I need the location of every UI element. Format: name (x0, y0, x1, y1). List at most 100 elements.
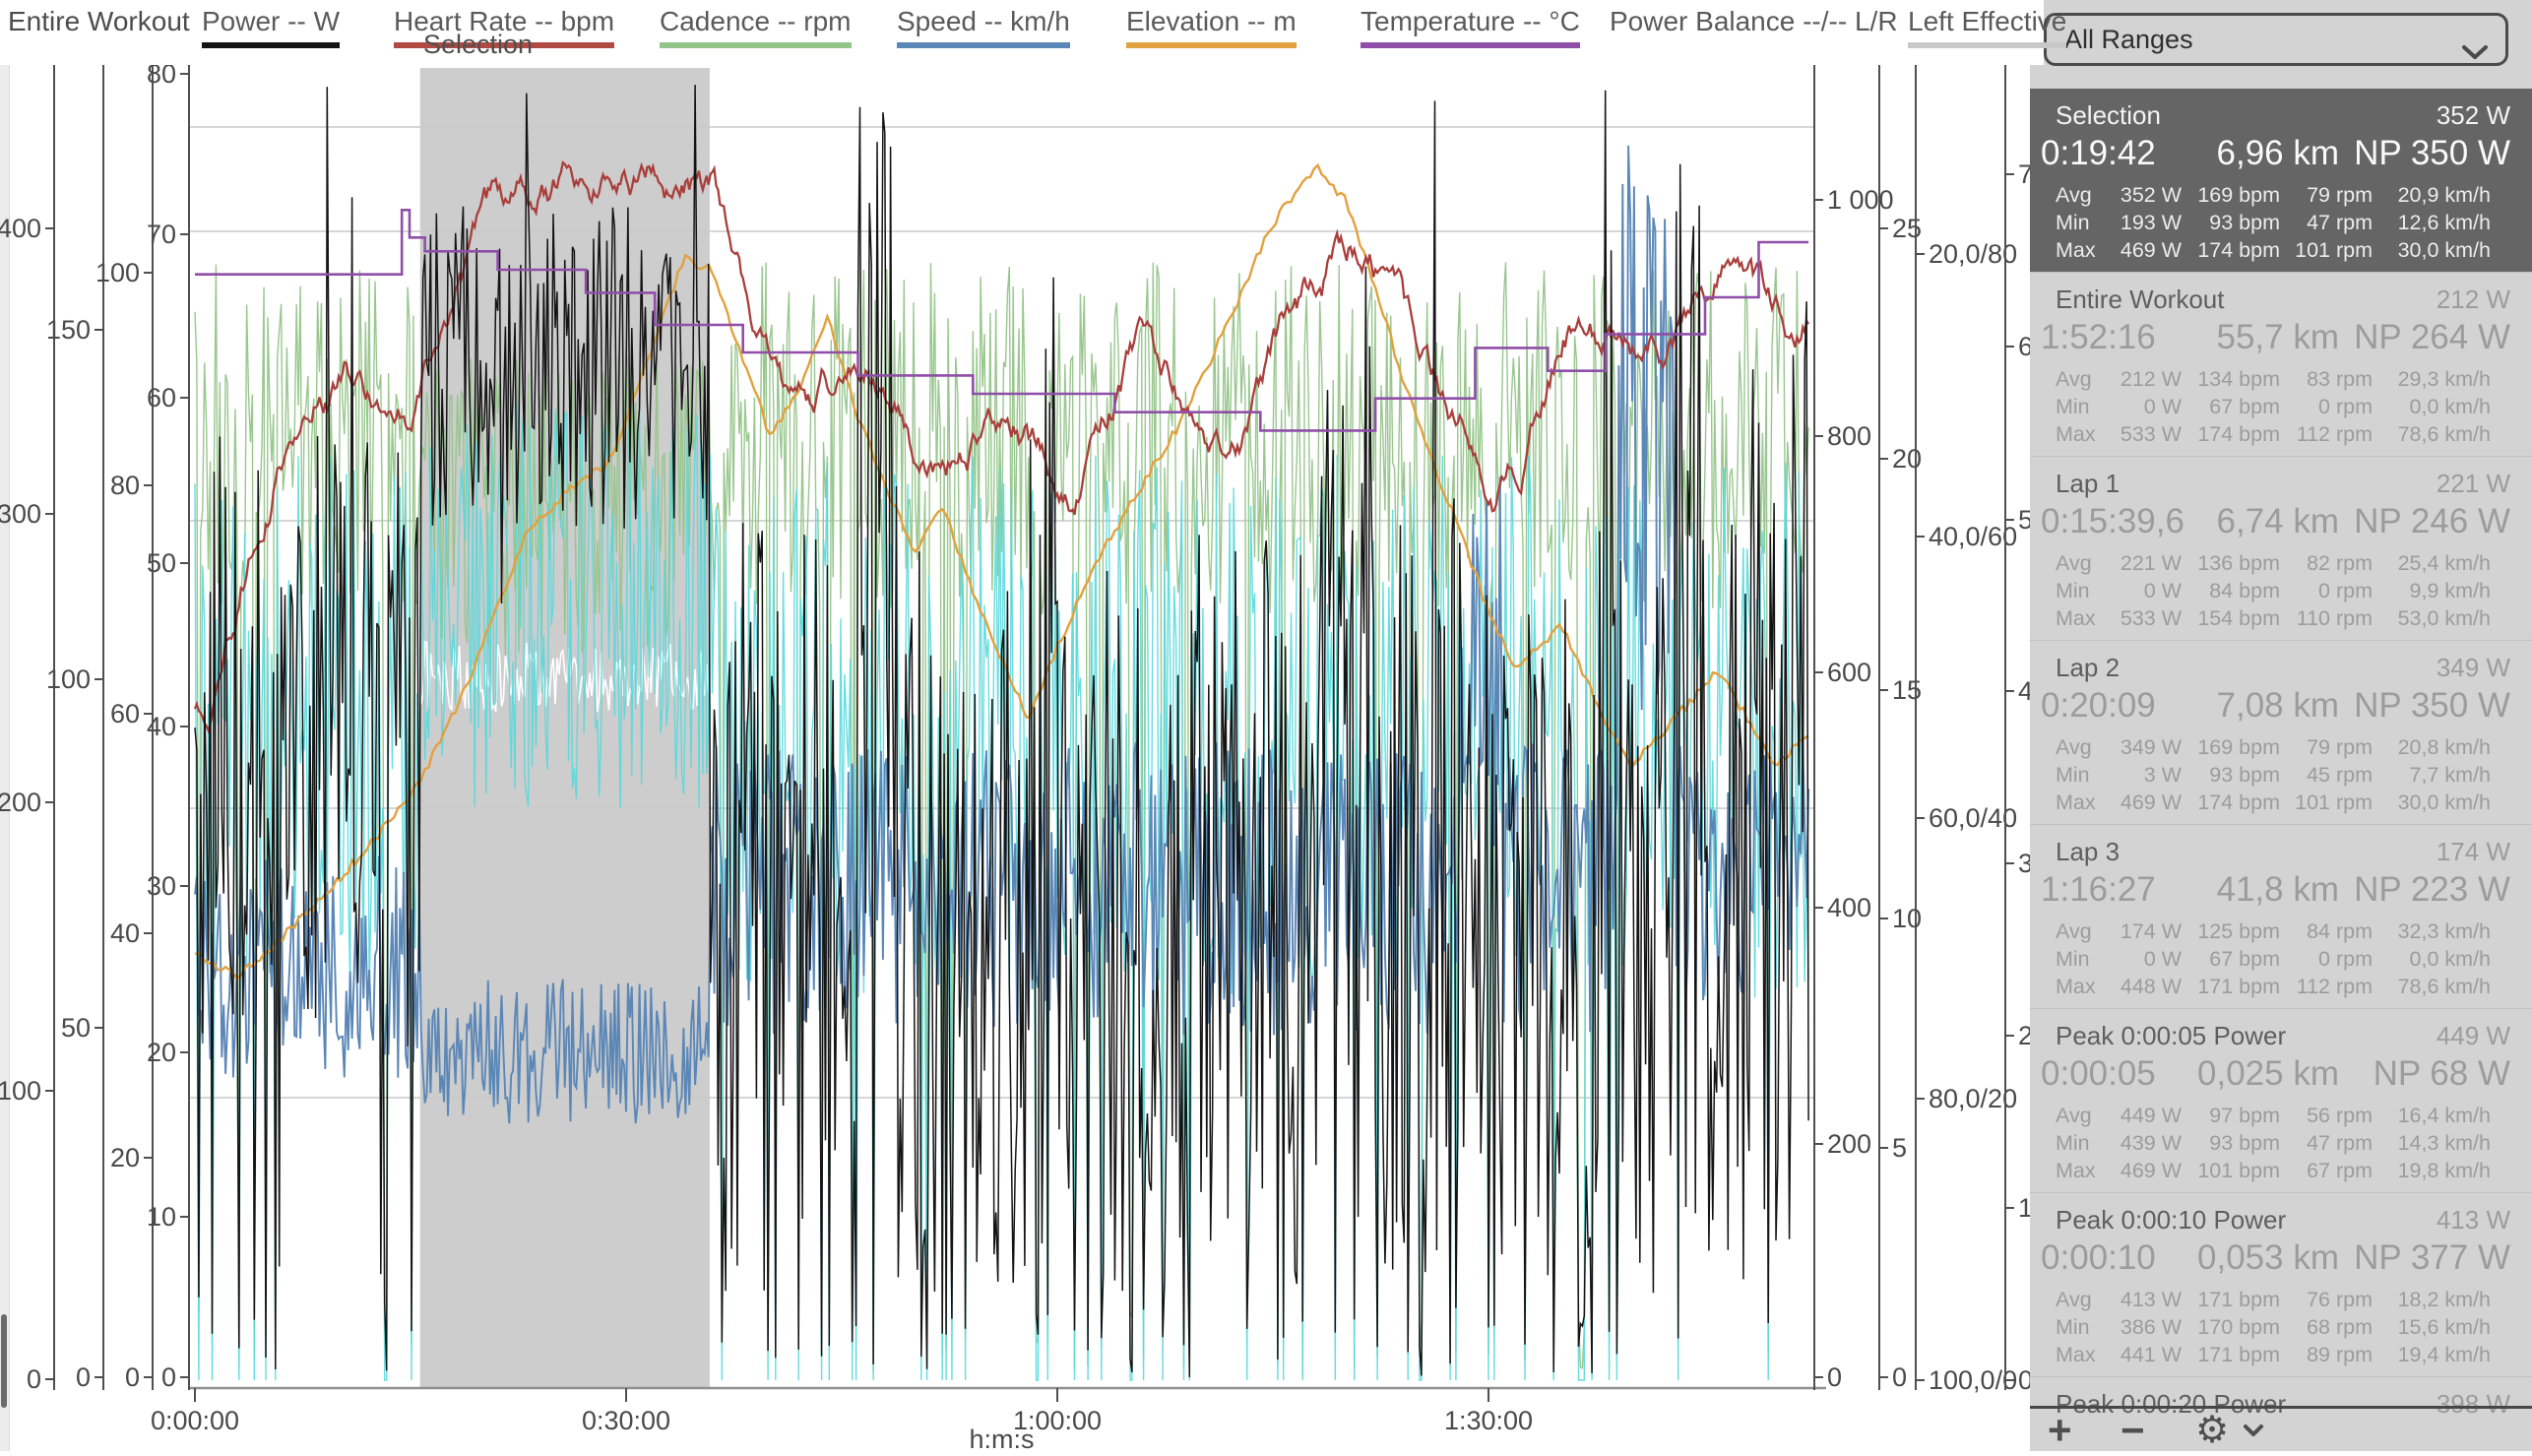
range-np: NP 68 W (2373, 1054, 2510, 1093)
range-distance: 41,8 km (2216, 870, 2340, 909)
stat-value: 221 W (2120, 551, 2182, 575)
stat-value: 3 W (2143, 763, 2182, 787)
axis-tick-label: 20 (1892, 444, 1922, 474)
workout-chart[interactable]: 400 300 200 100 0 150 100 50 0 100 80 60 40 20 0 80 70 60… (0, 0, 2056, 1454)
range-duration: 0:19:42 (2041, 134, 2156, 172)
stat-label: Max (2056, 422, 2096, 446)
legend-temperature[interactable]: Temperature -- °C (1361, 6, 1580, 48)
axis-tick-label: 100 (46, 665, 91, 694)
stat-label: Max (2056, 791, 2096, 814)
range-np: NP 377 W (2354, 1238, 2510, 1277)
range-panel[interactable]: Lap 1 221 W 0:15:39,6 6,74 km NP 246 W A… (2030, 457, 2532, 641)
axis-tick-label: 0 (1892, 1362, 1907, 1392)
stat-row: Min 386 W 170 bpm 68 rpm 15,6 km/h (2030, 1315, 2532, 1343)
stat-value: 349 W (2120, 735, 2182, 759)
range-panel[interactable]: Peak 0:00:20 Power 398 W (2030, 1377, 2532, 1419)
axis-tick-label: 600 (1827, 658, 1871, 687)
stat-label: Min (2056, 395, 2090, 418)
range-bigrow: 0:19:42 6,96 km NP 350 W (2030, 134, 2532, 173)
axis-tick-label: 100 (0, 1076, 41, 1106)
stat-row: Avg 449 W 97 bpm 56 rpm 16,4 km/h (2030, 1104, 2532, 1131)
range-panel[interactable]: Peak 0:00:10 Power 413 W 0:00:10 0,053 k… (2030, 1193, 2532, 1377)
axis-tick-label: 1 000 (1827, 185, 1894, 215)
range-stats: Avg 449 W 97 bpm 56 rpm 16,4 km/h Min 439 W 93 … (2030, 1104, 2532, 1186)
series-left-effectiveness (194, 403, 1809, 1381)
sidebar-toolbar: + − ⚙ (2030, 1406, 2532, 1451)
x-tick-label: 1:30:00 (1444, 1406, 1533, 1435)
stat-value: 469 W (2120, 791, 2182, 814)
chart-canvas[interactable]: 4003002001000150100500100806040200807060… (0, 0, 2056, 1454)
series-cadence (194, 262, 1809, 1377)
range-np: NP 264 W (2354, 318, 2510, 356)
axis-tick-label: 100 (95, 258, 140, 287)
range-power: 352 W (2436, 100, 2510, 130)
legend-speed[interactable]: Speed -- km/h (897, 6, 1070, 48)
stat-value: 78,6 km/h (2397, 422, 2491, 446)
stat-row: Max 469 W 101 bpm 67 rpm 19,8 km/h (2030, 1159, 2532, 1186)
settings-gear-icon[interactable]: ⚙ (2195, 1410, 2230, 1451)
legend-heart-rate[interactable]: Heart Rate -- bpm (394, 6, 615, 48)
stat-label: Avg (2056, 367, 2092, 391)
axis-tick-label: 40 (147, 712, 176, 741)
stat-value: 7,7 km/h (2409, 763, 2491, 787)
range-distance: 0,025 km (2197, 1054, 2339, 1093)
stat-label: Min (2056, 1315, 2090, 1339)
axis-tick-label: 80,0/20 (1929, 1084, 2017, 1113)
stat-value: 169 bpm (2197, 183, 2280, 207)
legend-left-effectiveness[interactable]: Left Effective (1908, 6, 2067, 48)
range-stats: Avg 349 W 169 bpm 79 rpm 20,8 km/h Min 3 W 93 b… (2030, 735, 2532, 818)
x-tick-label: 1:00:00 (1013, 1406, 1102, 1435)
range-bigrow: 0:00:05 0,025 km NP 68 W (2030, 1054, 2532, 1094)
stat-value: 67 rpm (2307, 1159, 2373, 1182)
stat-value: 30,0 km/h (2397, 238, 2491, 262)
stat-row: Min 0 W 67 bpm 0 rpm 0,0 km/h (2030, 947, 2532, 975)
stat-value: 134 bpm (2197, 367, 2280, 391)
stat-value: 67 bpm (2209, 395, 2280, 418)
selection-label: Selection (423, 30, 534, 59)
stat-value: 19,8 km/h (2397, 1159, 2491, 1182)
axis-tick-label: 60 (147, 383, 176, 412)
axis-tick-label: 20 (147, 1038, 176, 1067)
stat-value: 449 W (2120, 1104, 2182, 1127)
range-bigrow: 0:00:10 0,053 km NP 377 W (2030, 1238, 2532, 1278)
range-panel[interactable]: Selection 352 W 0:19:42 6,96 km NP 350 W… (2030, 89, 2532, 273)
stat-row: Min 0 W 84 bpm 0 rpm 9,9 km/h (2030, 579, 2532, 606)
range-panel[interactable]: Lap 3 174 W 1:16:27 41,8 km NP 223 W Avg… (2030, 825, 2532, 1009)
scrollbar-thumb[interactable] (1, 1314, 7, 1408)
stat-row: Avg 221 W 136 bpm 82 rpm 25,4 km/h (2030, 551, 2532, 579)
range-title: Peak 0:00:20 Power (2056, 1389, 2287, 1419)
stat-value: 136 bpm (2197, 551, 2280, 575)
stat-label: Avg (2056, 735, 2092, 759)
stat-label: Avg (2056, 919, 2092, 943)
add-range-button[interactable]: + (2048, 1407, 2072, 1452)
stat-value: 0 rpm (2318, 395, 2373, 418)
remove-range-button[interactable]: − (2121, 1407, 2145, 1452)
stat-value: 413 W (2120, 1288, 2182, 1311)
axis-tick-label: 15 (1892, 675, 1922, 705)
range-filter-dropdown[interactable]: All Ranges (2044, 13, 2508, 66)
stat-value: 439 W (2120, 1131, 2182, 1155)
stat-value: 0 rpm (2318, 947, 2373, 971)
legend-cadence[interactable]: Cadence -- rpm (660, 6, 852, 48)
stat-value: 101 bpm (2197, 1159, 2280, 1182)
stat-value: 89 rpm (2307, 1343, 2373, 1366)
legend-power-balance[interactable]: Power Balance --/-- L/R (1610, 6, 1898, 36)
stat-value: 0,0 km/h (2409, 395, 2491, 418)
range-distance: 6,96 km (2216, 134, 2340, 172)
stat-value: 171 bpm (2197, 975, 2280, 998)
stat-label: Min (2056, 763, 2090, 787)
range-panel[interactable]: Lap 2 349 W 0:20:09 7,08 km NP 350 W Avg… (2030, 641, 2532, 825)
stat-value: 212 W (2120, 367, 2182, 391)
axis-tick-label: 5 (1892, 1133, 1907, 1163)
stat-value: 82 rpm (2307, 551, 2373, 575)
legend-elevation[interactable]: Elevation -- m (1126, 6, 1297, 48)
axis-tick-label: 400 (0, 214, 41, 243)
range-panel[interactable]: Peak 0:00:05 Power 449 W 0:00:05 0,025 k… (2030, 1009, 2532, 1193)
stat-value: 93 bpm (2209, 763, 2280, 787)
range-distance: 55,7 km (2216, 318, 2340, 356)
settings-chevron-icon[interactable] (2243, 1423, 2264, 1443)
legend-power[interactable]: Power -- W (202, 6, 340, 48)
range-panel[interactable]: Entire Workout 212 W 1:52:16 55,7 km NP … (2030, 273, 2532, 457)
left-scrollbar[interactable] (0, 0, 10, 1451)
x-tick-label: 0:00:00 (151, 1406, 239, 1435)
